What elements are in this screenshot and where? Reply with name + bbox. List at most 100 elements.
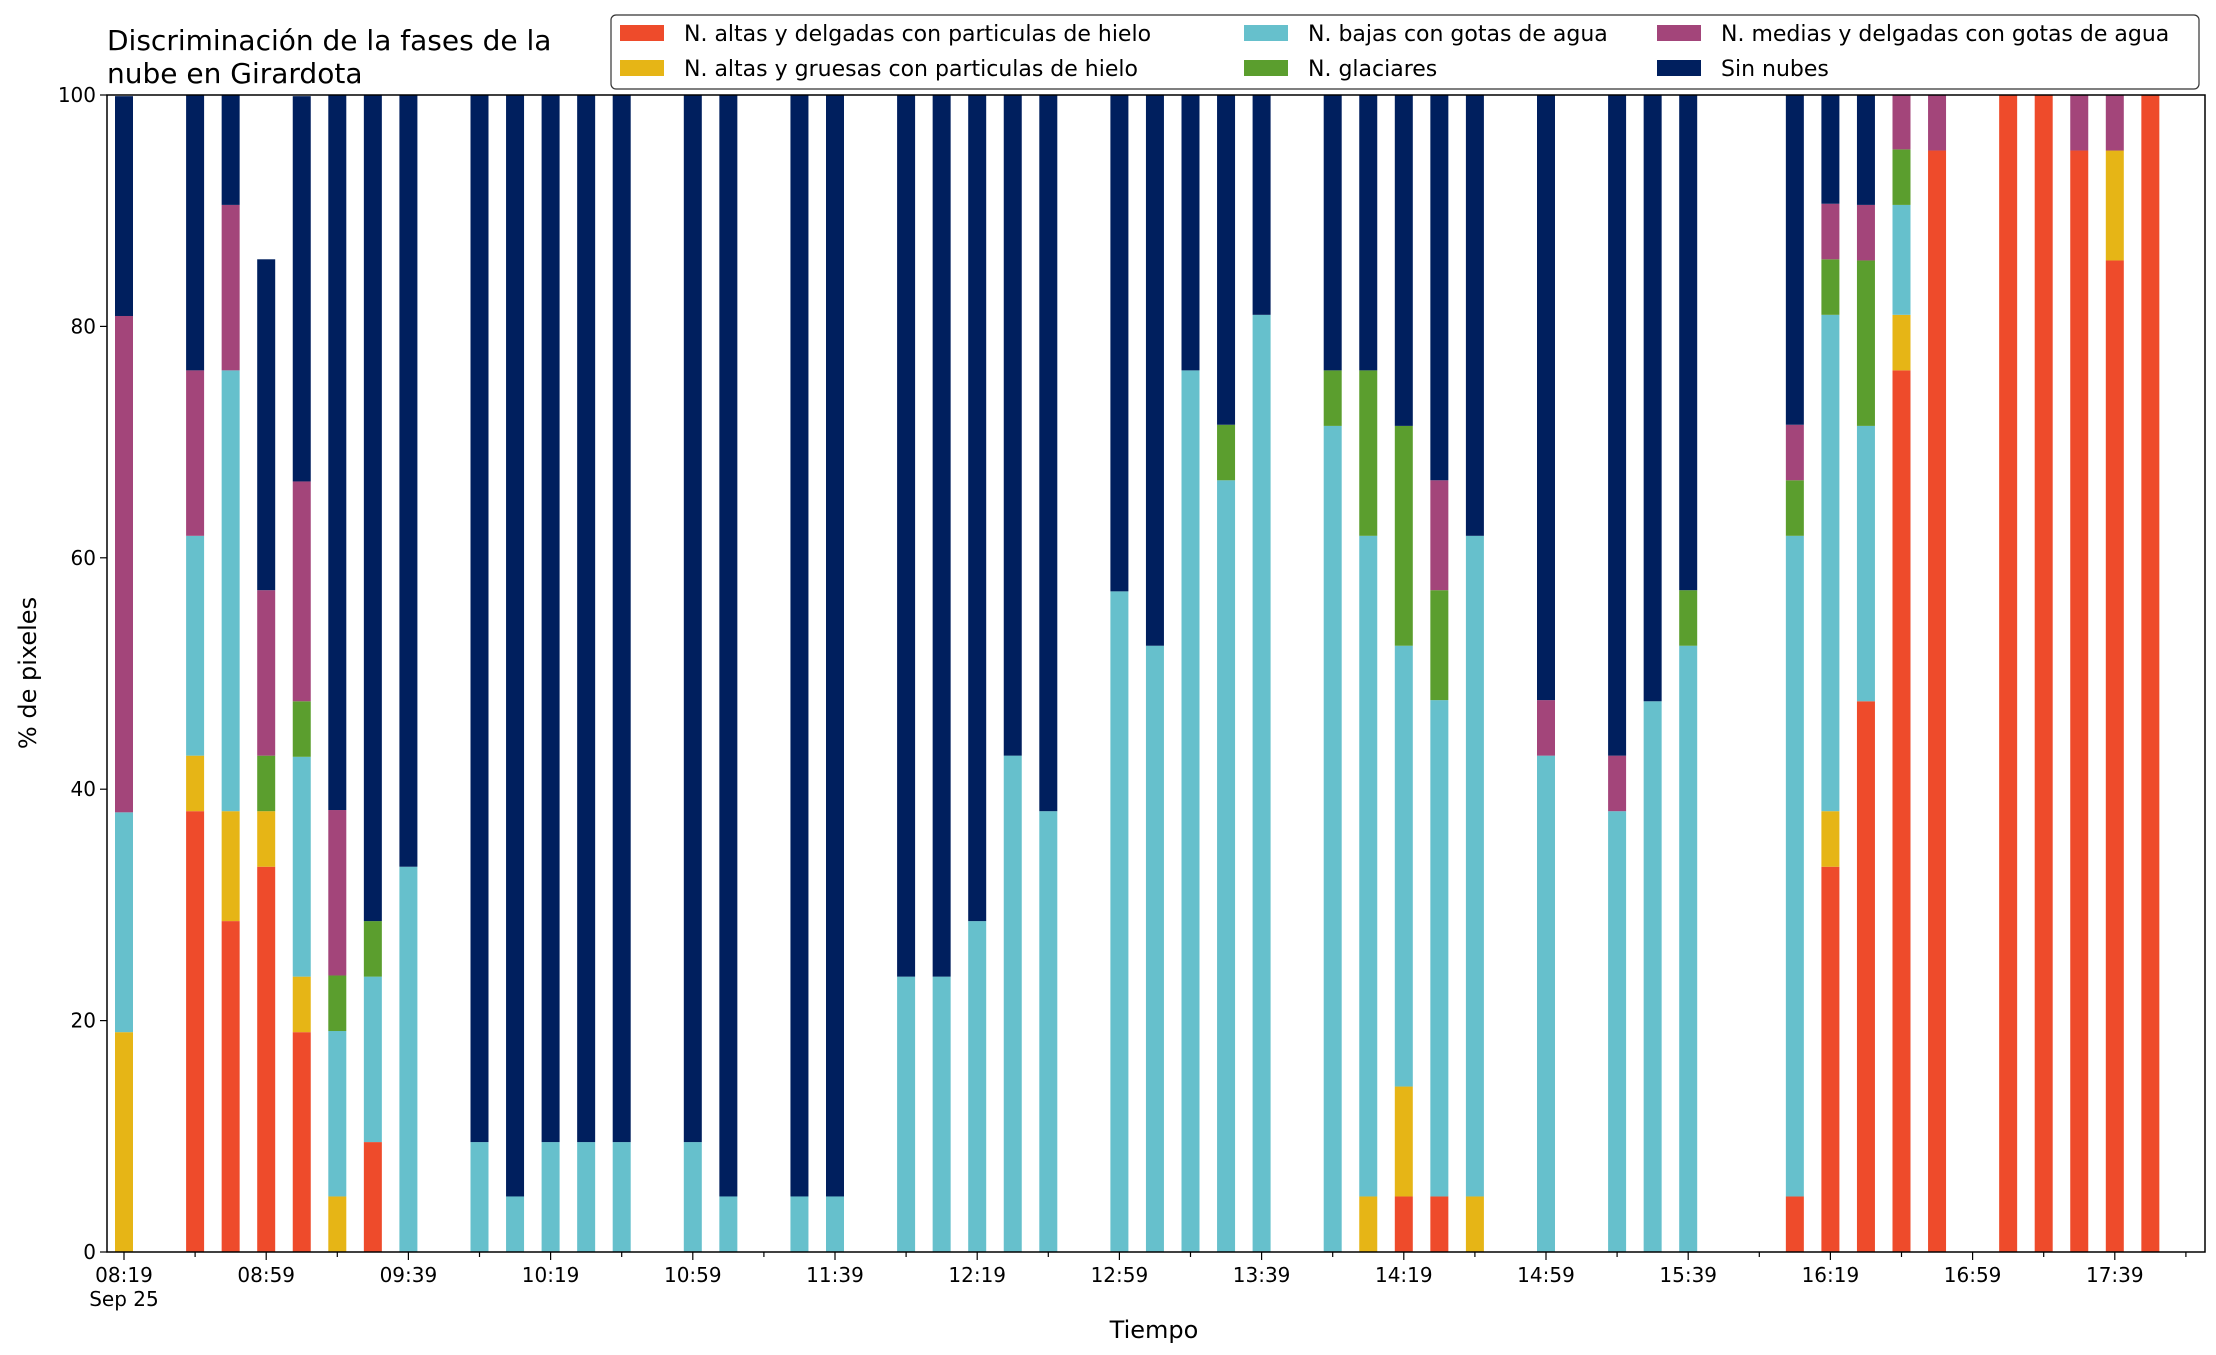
bar-segment [2070,95,2089,151]
bar-segment [1394,645,1413,1087]
bar-segment [1608,755,1627,812]
bar-segment [1430,590,1449,701]
legend-label: N. altas y delgadas con particulas de hi… [684,22,1151,47]
bar-segment [1785,424,1804,481]
y-tick-label: 0 [83,1240,96,1264]
legend-swatch [620,60,664,76]
bar-segment [932,976,951,1252]
bar-segment [1856,95,1875,205]
bar-segment [2070,150,2089,1252]
legend-frame [610,14,2200,90]
bar-segment [1856,204,1875,261]
legend-label: Sin nubes [1721,57,1829,82]
x-tick-label: 11:39 [806,1263,864,1287]
bar-segment [1039,95,1058,812]
bar-segment [257,590,276,756]
bar-segment [1856,425,1875,702]
bar-segment [1785,480,1804,536]
bar-segment [2034,95,2053,1252]
bar-segment [719,95,738,1197]
bar-segment [1430,480,1449,591]
bar-segment [790,1196,809,1252]
bar-segment [1537,700,1555,756]
bar-segment [363,95,382,922]
x-tick-label: 08:59 [237,1263,295,1287]
chart-title-line-1: Discriminación de la fases de la [107,24,551,57]
x-tick-label: 10:19 [522,1263,580,1287]
bar-segment [1394,1086,1413,1197]
bar-segment [1430,1196,1449,1252]
bar-segment [541,95,560,1143]
x-tick-label: 12:59 [1091,1263,1149,1287]
bar-segment [363,976,382,1143]
bar-segment [1892,370,1911,1252]
bar-segment [221,204,240,371]
bar-segment [1323,425,1342,1252]
bar-segment [1643,95,1662,702]
bar-segment [221,921,240,1252]
bar-segment [1039,811,1058,1252]
bar-segment [1608,811,1627,1252]
bar-segment [1821,95,1840,204]
bar-segment [1537,95,1555,701]
bar-segment [1359,1196,1378,1252]
bar-segment [186,370,205,536]
bar-segment [292,756,311,977]
bar-segment [2105,95,2124,151]
bar-segment [221,370,240,812]
bar-segment [1359,370,1378,536]
bar-segment [257,259,276,591]
bar-segment [186,535,205,756]
bar-segment [1821,811,1840,867]
bar-segment [1181,95,1200,371]
y-tick-label: 20 [71,1009,96,1033]
y-axis: 0 20 40 60 80 100 [58,83,107,1264]
bar-segment [826,1196,844,1252]
bar-segment [328,975,347,1032]
bar-segment [257,811,276,867]
bar-segment [186,95,205,371]
bar-segment [1145,645,1164,1252]
bar-segment [897,976,916,1252]
legend-label: N. medias y delgadas con gotas de agua [1721,22,2169,47]
bar-segment [1892,149,1911,205]
bar-segment [1394,425,1413,646]
bar-segment [1110,591,1129,1252]
bar-segment [1110,95,1129,592]
legend-swatch [1244,60,1288,76]
bar-segment [186,755,205,812]
bar-segment [1643,701,1662,1252]
bar-segment [292,701,311,757]
bar-segment [1821,314,1840,812]
x-tick-label: 09:39 [380,1263,438,1287]
bar-segment [1394,95,1413,426]
x-tick-label: 10:59 [664,1263,722,1287]
bar-segment [1785,535,1804,1197]
bar-segment [1928,95,1947,151]
x-tick-label: 17:39 [2086,1263,2144,1287]
legend: N. altas y delgadas con particulas de hi… [610,14,2200,90]
bar-segment [1323,370,1342,426]
bar-segment [968,95,987,922]
bar-segment [1430,95,1449,481]
bar-segment [1465,1196,1484,1252]
bar-segment [399,95,418,867]
bar-segment [1821,203,1840,260]
bar-segment [577,1142,596,1252]
legend-swatch [1244,25,1288,41]
bar-segment [115,96,133,316]
bar-segment [1785,1196,1804,1252]
bar-segment [1679,95,1698,591]
bar-segment [1430,700,1449,1197]
bar-segment [612,95,631,1143]
bar-segment [612,1142,631,1252]
bar-segment [186,811,205,1252]
bar-segment [1821,259,1840,315]
plot-frame [106,94,2206,1253]
bar-segment [1252,314,1271,1253]
x-tick-label: 16:59 [1944,1263,2002,1287]
bar-segment [292,976,311,1033]
bar-segment [363,1142,382,1252]
legend-swatch [1657,25,1701,41]
bar-segment [1359,535,1378,1197]
